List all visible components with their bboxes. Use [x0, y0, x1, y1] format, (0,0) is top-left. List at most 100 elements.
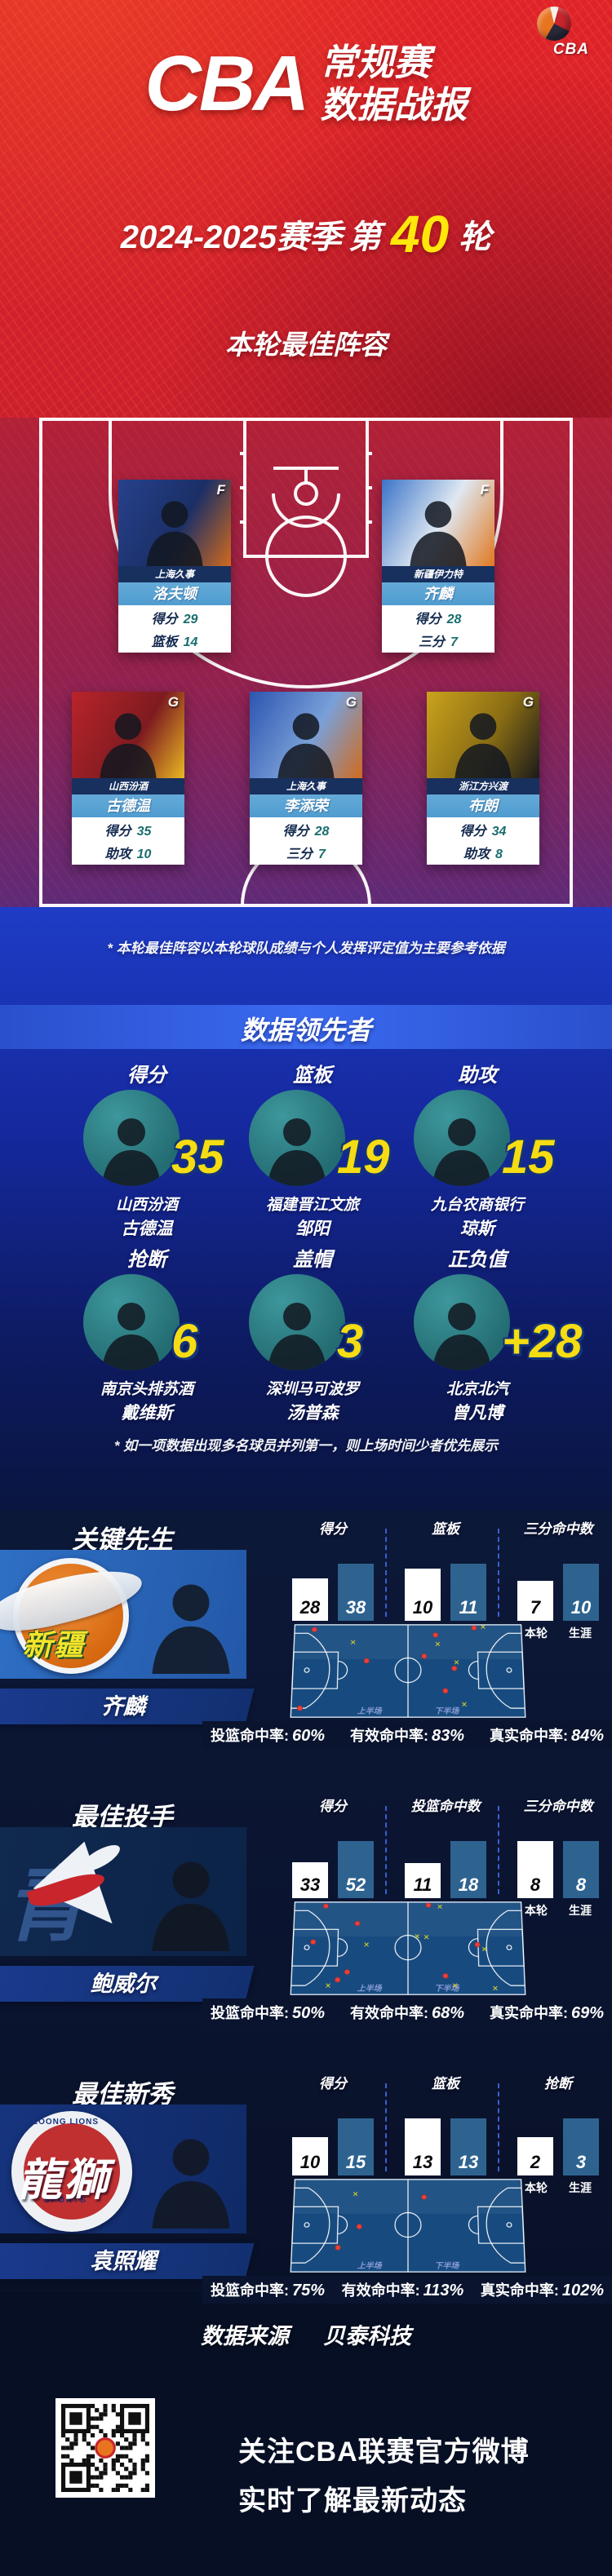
- shot-missed-x: ✕: [350, 1639, 357, 1646]
- source-label: 数据来源: [201, 2324, 289, 2348]
- shot-missed-x: ✕: [492, 1985, 499, 1993]
- lineup-section-title: 本轮最佳阵容: [225, 330, 387, 360]
- stat-row: 得分 29: [151, 613, 198, 626]
- player-name: 李添荣: [250, 794, 362, 817]
- rate-item: 有效命中率: 113%: [341, 2282, 464, 2299]
- team-banner: 新疆: [0, 1550, 246, 1679]
- player-photo: F: [118, 480, 231, 566]
- basketball-icon: [537, 7, 571, 41]
- player-silhouette: [100, 713, 157, 778]
- lineup-player-card: F 新疆伊力特 齐麟 得分 28 三分 7: [382, 480, 494, 653]
- leader-avatar: [249, 1274, 345, 1370]
- stat-bar-group: 三分命中数 8 8 本轮 生涯: [503, 1795, 612, 1919]
- svg-text:下半场: 下半场: [434, 1706, 460, 1716]
- round-bar: 8: [517, 1841, 553, 1898]
- bar-axis-labels: 本轮生涯: [525, 1904, 592, 1917]
- divider: [498, 1529, 499, 1617]
- shooting-rates: 投篮命中率: 75% 有效命中率: 113% 真实命中率: 102%: [202, 2276, 612, 2304]
- bar-pair: 10 15: [277, 2096, 388, 2175]
- team-banner: 青: [0, 1827, 246, 1956]
- player-stats: 得分 28 三分 7: [382, 605, 494, 653]
- shooting-rates: 投篮命中率: 60% 有效命中率: 83% 真实命中率: 84%: [202, 1721, 612, 1749]
- rate-item: 投篮命中率: 50%: [211, 2004, 326, 2022]
- career-bar: 13: [450, 2118, 486, 2175]
- shot-made-dot: [312, 1627, 317, 1632]
- player-silhouette: [410, 501, 467, 566]
- bar-pair: 28 38: [277, 1541, 388, 1621]
- divider: [498, 1806, 499, 1894]
- divider: [385, 1806, 387, 1894]
- shot-made-dot: [472, 1626, 477, 1631]
- title-line1: 常规赛: [320, 42, 431, 83]
- leader-category: 篮板: [293, 1064, 332, 1087]
- rate-item: 真实命中率: 84%: [489, 1727, 604, 1745]
- player-silhouette: [102, 1303, 161, 1370]
- bar-pair: 11 18: [390, 1818, 501, 1898]
- leader-team: 山西汾酒: [115, 1197, 178, 1214]
- divider: [385, 1529, 387, 1617]
- title-line2: 数据战报: [320, 84, 468, 126]
- career-bar: 3: [563, 2118, 599, 2175]
- leader-team: 福建晋江文旅: [265, 1197, 359, 1214]
- career-bar: 38: [338, 1564, 374, 1621]
- leader-name: 汤普森: [286, 1404, 339, 1423]
- shot-made-dot: [335, 1977, 340, 1982]
- player-silhouette: [277, 713, 335, 778]
- stat-bar-group: 抢断 2 3 本轮 生涯: [503, 2072, 612, 2196]
- shot-made-dot: [355, 1921, 360, 1926]
- rate-item: 有效命中率: 83%: [349, 1727, 465, 1745]
- qr-pattern: [61, 2404, 149, 2492]
- stat-bar-group: 三分命中数 7 10 本轮 生涯: [503, 1517, 612, 1641]
- round-bar: 33: [292, 1862, 328, 1898]
- career-bar: 15: [338, 2118, 374, 2175]
- shot-missed-x: ✕: [353, 2190, 359, 2198]
- shot-made-dot: [443, 1973, 449, 1978]
- rate-item: 真实命中率: 69%: [489, 2004, 604, 2022]
- stat-label: 三分命中数: [523, 1521, 593, 1537]
- lineup-note: * 本轮最佳阵容以本轮球队成绩与个人发挥评定值为主要参考依据: [107, 941, 505, 956]
- player-silhouette: [268, 1303, 326, 1370]
- team-banner: LOONG LIONS SPORTS 龍獅: [0, 2105, 246, 2233]
- stat-label: 篮板: [432, 1521, 459, 1537]
- lineup-player-card: F 上海久事 洛夫顿 得分 29 篮板 14: [118, 480, 231, 653]
- team-logo-icon: [11, 2111, 132, 2232]
- team-name: 山西汾酒: [72, 778, 184, 794]
- shot-missed-x: ✕: [480, 1624, 486, 1631]
- career-bar: 52: [338, 1841, 374, 1898]
- spotlight-player-name: 鲍威尔: [90, 1972, 157, 1996]
- stat-row: 得分 34: [459, 825, 507, 839]
- shot-chart: 上半场 下半场 ✕ ✕ ✕ ✕ ✕: [219, 1624, 597, 1718]
- shot-made-dot: [297, 1706, 303, 1711]
- shot-missed-x: ✕: [363, 1941, 370, 1949]
- player-name: 古德温: [72, 794, 184, 817]
- shot-missed-x: ✕: [414, 1932, 420, 1941]
- shot-made-dot: [422, 1653, 427, 1658]
- shot-chart: 上半场 下半场 ✕ ✕ ✕ ✕ ✕ ✕ ✕ ✕: [219, 1901, 597, 1995]
- season-label: 2024-2025赛季: [120, 219, 343, 255]
- stat-row: 得分 28: [415, 613, 462, 626]
- player-silhouette: [102, 1118, 161, 1186]
- leader-avatar: [414, 1274, 510, 1370]
- player-photo: G: [250, 692, 362, 778]
- stat-row: 助攻 10: [104, 848, 152, 861]
- leaders-section-title: 数据领先者: [240, 1016, 371, 1045]
- shot-made-dot: [310, 1940, 316, 1945]
- spotlight-title: 最佳投手: [72, 1803, 173, 1831]
- spotlight-section: 最佳投手青鲍威尔得分3352本轮生涯投篮命中数1118本轮生涯三分命中数88本轮…: [0, 1788, 612, 2057]
- shot-made-dot: [344, 1970, 350, 1975]
- leader-name: 古德温: [121, 1219, 173, 1238]
- lineup-player-card: G 山西汾酒 古德温 得分 35 助攻 10: [72, 692, 184, 865]
- shot-made-dot: [335, 2245, 341, 2250]
- leader-avatar: [249, 1090, 345, 1186]
- position-label: F: [480, 482, 489, 498]
- leader-value: 6: [171, 1315, 198, 1368]
- round-bar: 13: [405, 2118, 441, 2175]
- player-stats: 得分 28 三分 7: [250, 817, 362, 865]
